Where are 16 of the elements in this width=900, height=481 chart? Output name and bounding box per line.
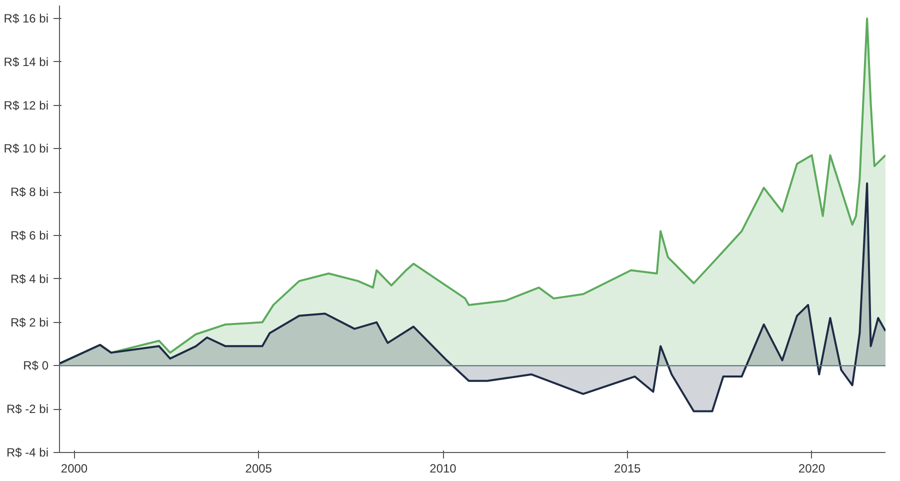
y-tick-label: R$ 16 bi xyxy=(4,12,49,26)
x-tick-label: 2010 xyxy=(430,462,457,476)
y-tick-label: R$ 4 bi xyxy=(10,272,49,286)
y-tick-label: R$ 6 bi xyxy=(10,228,49,243)
y-tick-label: R$ 12 bi xyxy=(4,98,49,112)
x-tick-label: 2000 xyxy=(60,462,88,476)
x-tick-label: 2005 xyxy=(245,462,272,476)
y-tick-label: R$ 14 bi xyxy=(4,54,49,69)
y-tick-label: R$ 8 bi xyxy=(10,185,49,200)
y-tick-label: R$ 10 bi xyxy=(4,142,49,156)
x-tick-label: 2015 xyxy=(614,462,642,476)
y-tick-label: R$ 0 xyxy=(23,358,49,373)
y-tick-label: R$ 2 bi xyxy=(10,315,49,330)
y-tick-label: R$ -2 bi xyxy=(6,402,49,416)
x-tick-label: 2020 xyxy=(798,462,826,476)
y-tick-label: R$ -4 bi xyxy=(6,446,49,460)
